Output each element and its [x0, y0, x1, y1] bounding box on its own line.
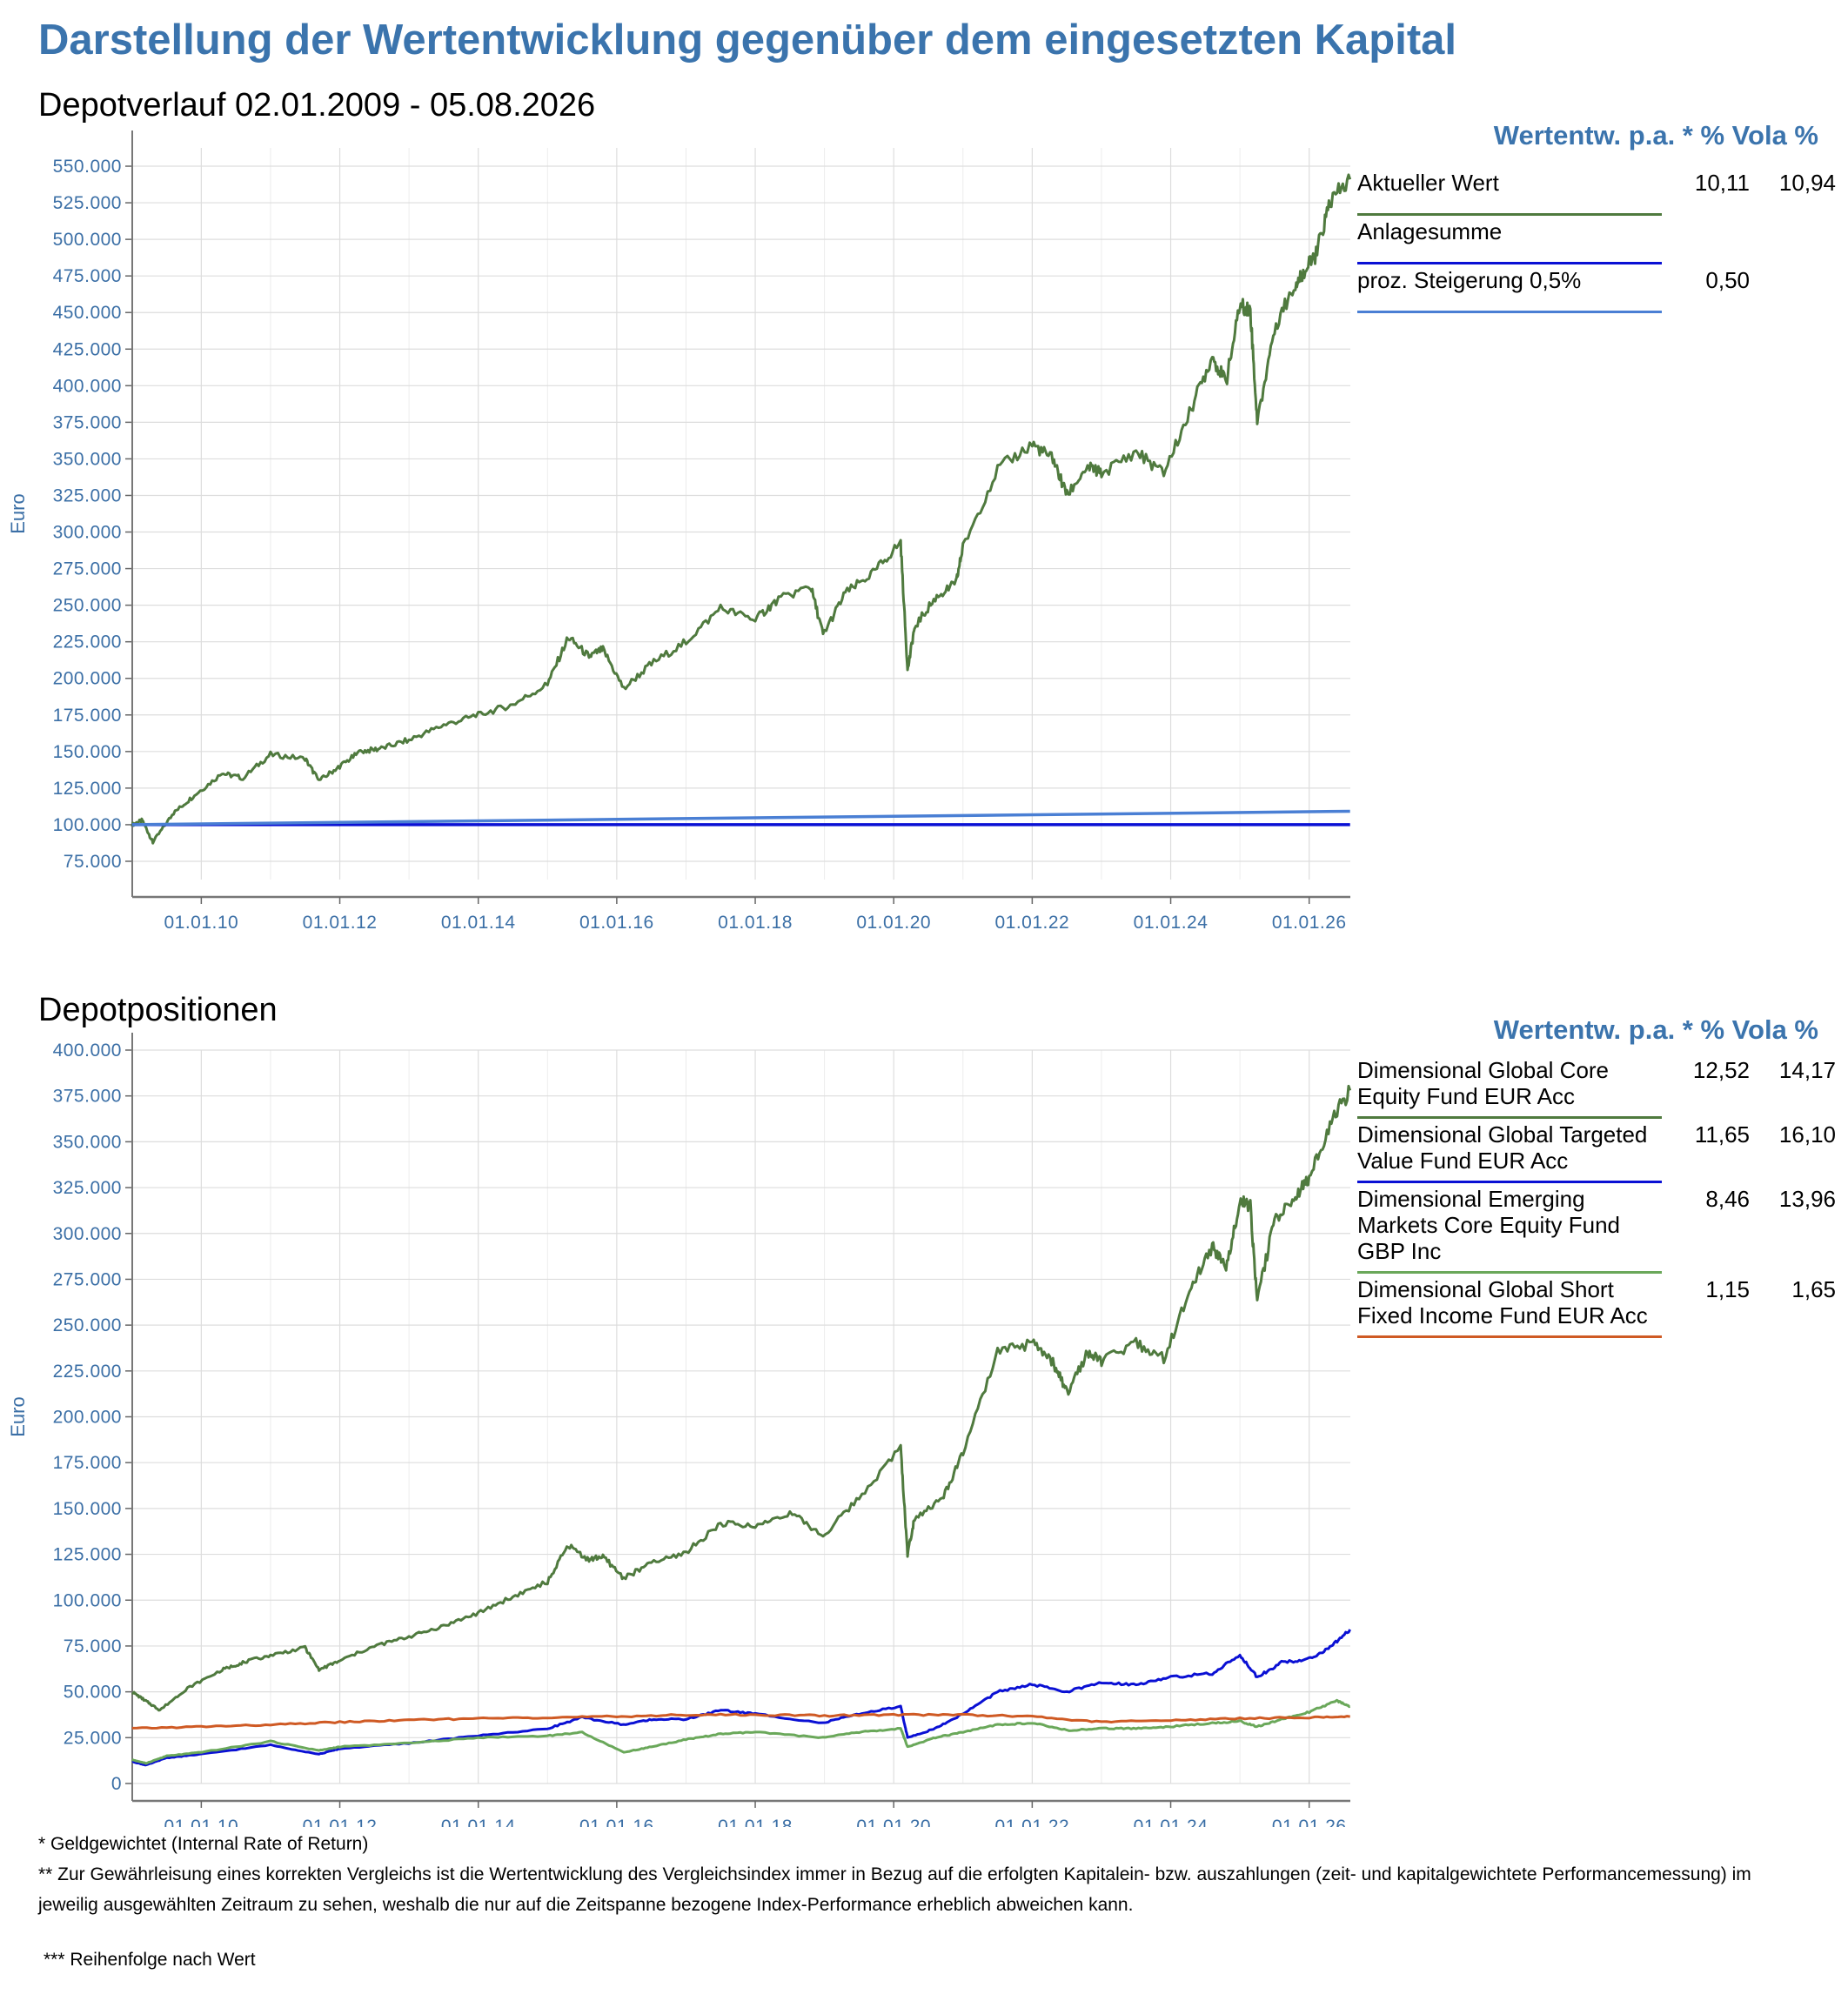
legend-swatch-line	[1357, 1116, 1662, 1119]
legend-swatch-line	[1357, 213, 1662, 216]
y-tick-label: 275.000	[53, 559, 122, 579]
legend-label: Anlagesumme	[1357, 218, 1503, 244]
x-tick-label: 01.01.26	[1272, 1817, 1347, 1827]
legend-vola: 10,94	[1778, 170, 1836, 196]
y-tick-label: 325.000	[53, 485, 122, 505]
x-tick-label: 01.01.18	[718, 913, 793, 931]
series-line-3	[131, 809, 1350, 826]
y-tick-label: 50.000	[64, 1683, 122, 1703]
legend-return-pa: 12,52	[1692, 1057, 1750, 1083]
legend-swatch-line	[1357, 1335, 1662, 1338]
legend-swatch-line	[1357, 262, 1662, 264]
chart2-title: Depotpositionen	[38, 992, 278, 1028]
y-tick-label: 200.000	[53, 669, 122, 689]
legend-header-1: Wertentw. p.a. * % Vola %	[1493, 120, 1818, 151]
y-tick-label: 125.000	[53, 1545, 122, 1565]
legend-return-pa: 0,50	[1705, 267, 1750, 293]
y-tick-label: 400.000	[53, 1041, 122, 1061]
y-tick-label: 475.000	[53, 266, 122, 286]
y-tick-label: 325.000	[53, 1178, 122, 1198]
y-tick-label: 350.000	[53, 449, 122, 469]
series-line-3	[131, 1698, 1351, 1765]
y-tick-label: 500.000	[53, 230, 122, 250]
legend-return-pa: 11,65	[1694, 1121, 1750, 1148]
x-tick-label: 01.01.10	[164, 913, 238, 931]
y-tick-label: 250.000	[53, 1315, 122, 1335]
x-tick-label: 01.01.22	[994, 1817, 1069, 1827]
y-tick-label: 350.000	[53, 1132, 122, 1152]
x-tick-label: 01.01.26	[1272, 913, 1347, 931]
x-tick-label: 01.01.20	[856, 1817, 931, 1827]
y-tick-label: 150.000	[53, 1499, 122, 1519]
legend-vola: 1,65	[1791, 1276, 1836, 1302]
legend-swatch-line	[1357, 1271, 1662, 1274]
x-tick-label: 01.01.14	[441, 913, 516, 931]
legend-swatch-line	[1357, 311, 1662, 313]
x-tick-label: 01.01.16	[579, 1817, 654, 1827]
x-tick-label: 01.01.12	[303, 1817, 378, 1827]
y-axis-label: Euro	[7, 1396, 29, 1436]
legend-label: Dimensional Global Short Fixed Income Fu…	[1357, 1276, 1648, 1328]
footnote-2: ** Zur Gewährleisung eines korrekten Ver…	[38, 1864, 1751, 1915]
legend-swatch-line	[1357, 1181, 1662, 1183]
y-tick-label: 375.000	[53, 412, 122, 432]
y-tick-label: 550.000	[53, 157, 122, 177]
legend-return-pa: 1,15	[1705, 1276, 1750, 1302]
x-tick-label: 01.01.10	[164, 1817, 238, 1827]
chart1-subtitle: Depotverlauf 02.01.2009 - 05.08.2026	[38, 87, 596, 124]
series-line-1	[131, 1084, 1352, 1712]
y-tick-label: 100.000	[53, 1590, 122, 1610]
y-tick-label: 175.000	[53, 1453, 122, 1473]
legend-label: proz. Steigerung 0,5%	[1357, 267, 1582, 293]
series-line-2	[131, 1629, 1352, 1767]
chart2-plot: 0 25.000 50.000 75.000 100.000 125.000 150.000…	[7, 1033, 1352, 1827]
y-tick-label: 75.000	[64, 852, 122, 872]
y-tick-label: 300.000	[53, 523, 122, 543]
legend-header-2: Wertentw. p.a. * % Vola %	[1493, 1014, 1818, 1045]
x-tick-label: 01.01.24	[1134, 1817, 1209, 1827]
footnote-3: *** Reihenfolge nach Wert	[44, 1950, 256, 1970]
footnotes: * Geldgewichtet (Internal Rate of Return…	[38, 1829, 1796, 1975]
y-tick-label: 200.000	[53, 1408, 122, 1428]
legend-label: Dimensional Emerging Markets Core Equity…	[1357, 1186, 1621, 1264]
legend-vola: 13,96	[1778, 1186, 1836, 1212]
series-line-1	[131, 173, 1352, 845]
y-tick-label: 125.000	[53, 779, 122, 799]
x-tick-label: 01.01.20	[856, 913, 931, 931]
y-tick-label: 400.000	[53, 376, 122, 396]
legend-return-pa: 8,46	[1705, 1186, 1750, 1212]
page-title: Darstellung der Wertentwicklung gegenübe…	[38, 17, 1457, 64]
x-tick-label: 01.01.18	[718, 1817, 793, 1827]
legend-vola: 16,10	[1778, 1121, 1836, 1148]
y-tick-label: 225.000	[53, 632, 122, 652]
legend-vola: 14,17	[1778, 1057, 1836, 1083]
y-tick-label: 100.000	[53, 815, 122, 835]
x-tick-label: 01.01.12	[303, 913, 378, 931]
legend-label: Dimensional Global Core Equity Fund EUR …	[1357, 1057, 1610, 1109]
footnote-1: * Geldgewichtet (Internal Rate of Return…	[38, 1834, 369, 1854]
x-tick-label: 01.01.22	[994, 913, 1069, 931]
y-axis-label: Euro	[7, 493, 29, 533]
y-tick-label: 300.000	[53, 1224, 122, 1244]
y-tick-label: 375.000	[53, 1087, 122, 1107]
y-tick-label: 0	[111, 1774, 122, 1794]
y-tick-label: 450.000	[53, 303, 122, 323]
y-tick-label: 25.000	[64, 1728, 122, 1748]
legend-label: Aktueller Wert	[1357, 170, 1499, 196]
series-line-4	[131, 1712, 1350, 1730]
y-tick-label: 525.000	[53, 193, 122, 213]
y-tick-label: 150.000	[53, 742, 122, 762]
x-tick-label: 01.01.16	[579, 913, 654, 931]
y-tick-label: 225.000	[53, 1362, 122, 1382]
y-tick-label: 275.000	[53, 1269, 122, 1289]
y-tick-label: 175.000	[53, 706, 122, 726]
y-tick-label: 75.000	[64, 1636, 122, 1656]
legend-label: Dimensional Global Targeted Value Fund E…	[1357, 1121, 1648, 1174]
legend-return-pa: 10,11	[1694, 170, 1750, 196]
x-tick-label: 01.01.24	[1134, 913, 1209, 931]
chart1-plot: 75.000 100.000 125.000 150.000 175.000 200.00…	[7, 130, 1352, 931]
x-tick-label: 01.01.14	[441, 1817, 516, 1827]
y-tick-label: 425.000	[53, 339, 122, 359]
y-tick-label: 250.000	[53, 596, 122, 616]
